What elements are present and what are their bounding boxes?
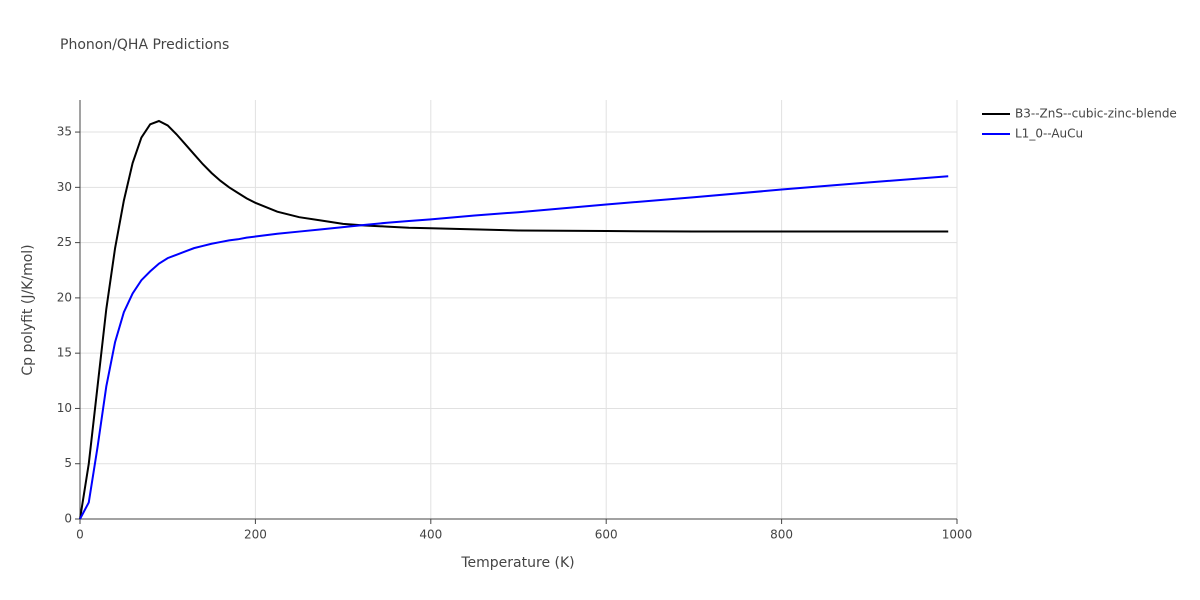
x-tick-label: 400 xyxy=(419,528,442,542)
y-tick-label: 35 xyxy=(57,125,72,139)
chart-title: Phonon/QHA Predictions xyxy=(60,37,229,53)
y-tick-label: 30 xyxy=(57,180,72,194)
x-tick-label: 200 xyxy=(244,528,267,542)
x-tick-label: 800 xyxy=(770,528,793,542)
y-tick-label: 15 xyxy=(57,346,72,360)
y-axis-title: Cp polyfit (J/K/mol) xyxy=(20,244,36,375)
y-tick-label: 25 xyxy=(57,235,72,249)
x-tick-label: 0 xyxy=(76,528,84,542)
y-tick-label: 10 xyxy=(57,401,72,415)
x-axis-title: Temperature (K) xyxy=(460,555,574,571)
y-tick-label: 5 xyxy=(64,456,72,470)
x-tick-label: 600 xyxy=(595,528,618,542)
x-tick-label: 1000 xyxy=(942,528,973,542)
line-series xyxy=(79,119,949,520)
y-tick-label: 20 xyxy=(57,290,72,304)
legend-label: B3--ZnS--cubic-zinc-blende xyxy=(1015,107,1177,121)
line-series xyxy=(79,175,949,520)
legend-label: L1_0--AuCu xyxy=(1015,127,1083,141)
y-tick-label: 0 xyxy=(64,512,72,526)
